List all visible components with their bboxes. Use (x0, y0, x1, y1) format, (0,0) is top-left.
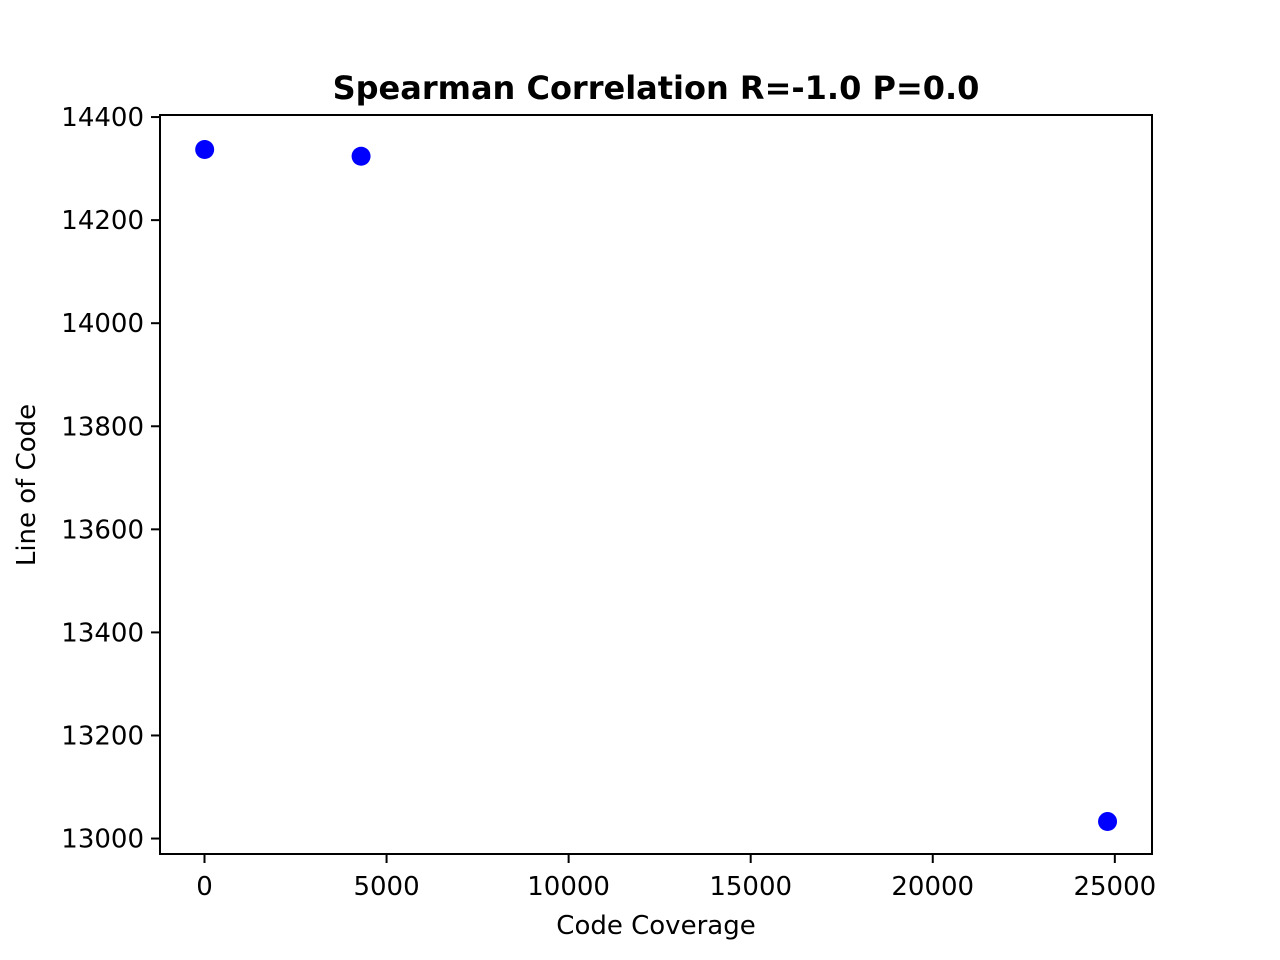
y-tick-label: 14400 (61, 103, 144, 133)
y-tick-label: 14200 (61, 206, 144, 236)
y-tick-label: 13600 (61, 515, 144, 545)
y-tick-label: 13000 (61, 825, 144, 855)
x-tick-label: 20000 (891, 872, 974, 902)
y-tick-label: 14000 (61, 309, 144, 339)
y-tick-label: 13400 (61, 618, 144, 648)
x-axis-label: Code Coverage (556, 911, 755, 941)
data-point (1098, 812, 1118, 832)
y-axis-ticks: 13000 13200 13400 13600 13800 14000 14200 14400 (61, 103, 160, 855)
y-tick-label: 13200 (61, 721, 144, 751)
x-tick-label: 0 (196, 872, 213, 902)
plot-frame (159, 114, 1153, 855)
x-tick-label: 10000 (527, 872, 610, 902)
x-tick-label: 25000 (1073, 872, 1156, 902)
x-tick-label: 5000 (353, 872, 419, 902)
plot-marks (195, 140, 1118, 832)
chart-title: Spearman Correlation R=-1.0 P=0.0 (333, 69, 980, 107)
x-tick-label: 15000 (709, 872, 792, 902)
data-point (351, 146, 371, 166)
x-axis-ticks: 0 5000 10000 15000 20000 25000 (196, 854, 1156, 902)
y-axis-label: Line of Code (12, 404, 42, 566)
y-tick-label: 13800 (61, 412, 144, 442)
data-point (195, 140, 215, 160)
